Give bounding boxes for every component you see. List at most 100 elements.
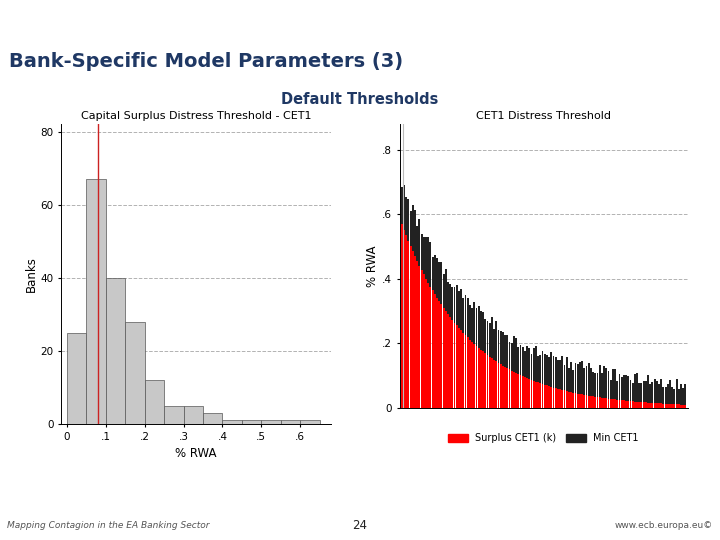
- Bar: [564, 366, 565, 390]
- Bar: [643, 381, 644, 402]
- Bar: [242, 420, 261, 424]
- Bar: [660, 379, 662, 403]
- Bar: [471, 308, 473, 342]
- Bar: [568, 368, 570, 392]
- Bar: [447, 314, 449, 408]
- Bar: [669, 380, 671, 404]
- Bar: [528, 348, 530, 379]
- Text: 24: 24: [353, 518, 367, 532]
- Bar: [504, 367, 506, 408]
- Bar: [531, 380, 533, 408]
- Legend: Surplus CET1 (k), Min CET1: Surplus CET1 (k), Min CET1: [444, 430, 643, 447]
- Bar: [675, 404, 678, 408]
- Bar: [610, 380, 611, 399]
- Bar: [608, 399, 609, 408]
- Bar: [680, 404, 682, 408]
- Bar: [443, 308, 444, 408]
- X-axis label: % RWA: % RWA: [176, 447, 217, 460]
- Bar: [456, 325, 458, 408]
- Bar: [500, 364, 502, 408]
- Bar: [416, 226, 418, 261]
- Bar: [539, 355, 541, 383]
- Bar: [656, 381, 658, 403]
- Bar: [106, 278, 125, 424]
- Bar: [506, 335, 508, 368]
- Bar: [526, 346, 528, 378]
- Bar: [502, 366, 504, 408]
- Bar: [447, 282, 449, 314]
- Bar: [544, 385, 546, 408]
- Bar: [603, 398, 605, 408]
- Bar: [531, 354, 533, 380]
- Bar: [577, 394, 579, 408]
- Bar: [631, 383, 634, 401]
- Bar: [599, 366, 600, 397]
- Bar: [548, 386, 550, 408]
- Bar: [454, 287, 456, 322]
- Bar: [625, 401, 627, 408]
- Bar: [471, 342, 473, 408]
- Bar: [125, 321, 145, 424]
- Bar: [425, 237, 427, 279]
- Bar: [579, 394, 581, 408]
- Bar: [590, 396, 592, 408]
- Bar: [522, 376, 523, 408]
- Bar: [476, 346, 477, 408]
- Bar: [623, 401, 625, 408]
- Bar: [546, 386, 548, 408]
- Bar: [535, 347, 537, 382]
- Bar: [612, 399, 613, 408]
- Bar: [621, 400, 623, 408]
- Bar: [467, 338, 469, 408]
- Text: CONTAGION MODELLING FRAMEWORK: CONTAGION MODELLING FRAMEWORK: [9, 15, 293, 28]
- Bar: [164, 406, 184, 424]
- Bar: [572, 370, 575, 393]
- Bar: [485, 353, 486, 408]
- Title: Capital Surplus Distress Threshold - CET1: Capital Surplus Distress Threshold - CET…: [81, 111, 312, 120]
- Bar: [641, 402, 642, 408]
- Bar: [575, 363, 577, 393]
- Bar: [678, 404, 680, 408]
- Bar: [261, 420, 281, 424]
- Bar: [592, 372, 594, 396]
- Bar: [629, 380, 631, 401]
- Bar: [552, 388, 554, 408]
- Bar: [649, 403, 651, 408]
- Bar: [436, 258, 438, 298]
- Bar: [418, 266, 420, 408]
- Bar: [281, 420, 300, 424]
- Bar: [420, 270, 423, 408]
- Bar: [480, 310, 482, 350]
- Bar: [627, 376, 629, 401]
- Bar: [502, 332, 504, 366]
- Bar: [410, 211, 412, 246]
- Bar: [528, 379, 530, 408]
- Bar: [474, 344, 475, 408]
- Bar: [665, 387, 667, 404]
- Bar: [513, 336, 515, 372]
- Bar: [403, 185, 405, 230]
- Bar: [658, 384, 660, 403]
- Bar: [480, 350, 482, 408]
- Bar: [559, 389, 561, 408]
- Bar: [627, 401, 629, 408]
- Bar: [476, 308, 477, 346]
- Bar: [526, 378, 528, 408]
- Bar: [612, 369, 613, 399]
- Bar: [516, 339, 517, 373]
- Bar: [495, 361, 498, 408]
- Bar: [537, 356, 539, 382]
- Bar: [493, 360, 495, 408]
- Bar: [495, 321, 498, 361]
- Bar: [420, 234, 423, 270]
- Bar: [427, 237, 429, 282]
- Bar: [583, 368, 585, 395]
- Bar: [429, 242, 431, 287]
- Bar: [634, 374, 636, 402]
- Bar: [482, 312, 484, 352]
- Bar: [145, 380, 164, 424]
- Bar: [454, 322, 456, 408]
- Bar: [683, 404, 684, 408]
- Bar: [443, 274, 444, 308]
- Bar: [581, 361, 583, 394]
